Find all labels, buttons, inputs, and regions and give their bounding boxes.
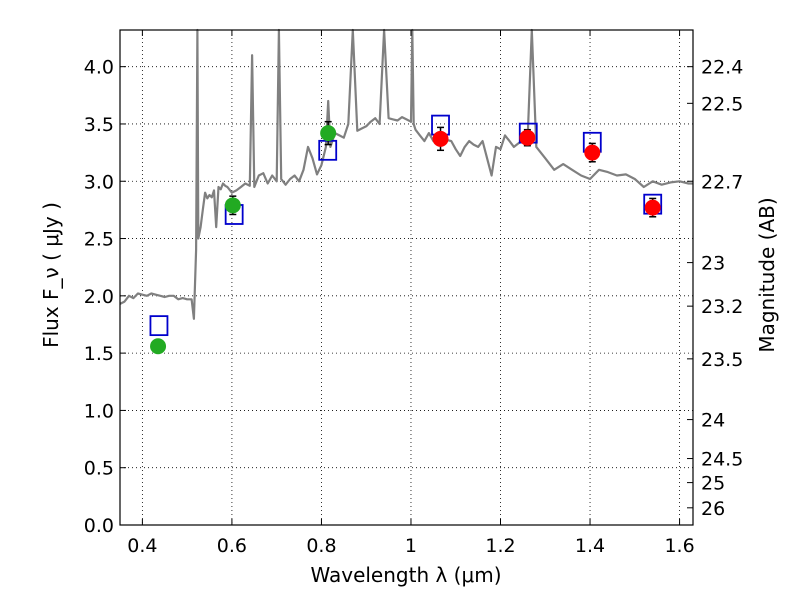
right-tick-label: 22.5 [701, 93, 743, 115]
x-axis: 0.4 0.6 0.8 1 1.2 1.4 1.6 [127, 30, 695, 557]
right-tick-label: 26 [701, 498, 725, 520]
x-tick-label: 1.2 [485, 535, 515, 557]
observed-point [584, 144, 601, 161]
right-tick-label: 23.2 [701, 296, 743, 318]
right-tick-label: 23 [701, 253, 725, 275]
grid [120, 30, 693, 526]
plot-frame [119, 29, 694, 526]
model-square-point [149, 315, 169, 337]
observed-point [320, 125, 337, 142]
x-tick-label: 0.8 [306, 535, 336, 557]
y-axis: 0.0 0.5 1.0 1.5 2.0 2.5 3.0 3.5 4.0 [84, 57, 126, 537]
x-axis-label: Wavelength λ (μm) [310, 563, 501, 587]
points-layer [149, 114, 663, 355]
right-tick-label: 25 [701, 473, 725, 495]
x-tick-label: 1.4 [575, 535, 605, 557]
y-tick-label: 3.5 [84, 114, 114, 136]
observed-point [519, 129, 536, 146]
y-tick-label: 0.5 [84, 458, 114, 480]
right-tick-label: 22.7 [701, 171, 743, 193]
y-tick-label: 1.0 [84, 400, 114, 422]
y-tick-label: 1.5 [84, 343, 114, 365]
right-tick-label: 22.4 [701, 57, 743, 79]
x-tick-label: 0.6 [217, 535, 247, 557]
right-axis-label: Magnitude (AB) [755, 197, 779, 352]
spectrum-layer [119, 28, 693, 320]
spectrum-line [119, 28, 693, 320]
x-tick-label: 0.4 [127, 535, 157, 557]
y-tick-label: 4.0 [84, 57, 114, 79]
y-tick-label: 2.0 [84, 286, 114, 308]
y-axis-label: Flux F_ν ( μJy ) [39, 202, 63, 348]
observed-point [150, 338, 167, 355]
right-magnitude-axis: 22.4 22.5 22.7 23 23.2 23.5 24 24.525 26 [687, 57, 743, 520]
x-tick-label: 1 [405, 535, 417, 557]
right-tick-label: 24 [701, 410, 725, 432]
x-tick-label: 1.6 [664, 535, 694, 557]
y-tick-label: 3.0 [84, 171, 114, 193]
right-tick-label: 23.5 [701, 349, 743, 371]
observed-point [432, 130, 449, 147]
right-tick-label: 24.5 [701, 449, 743, 471]
y-tick-label: 2.5 [84, 229, 114, 251]
observed-point [644, 199, 661, 216]
y-tick-label: 0.0 [84, 515, 114, 537]
observed-point [224, 197, 241, 214]
